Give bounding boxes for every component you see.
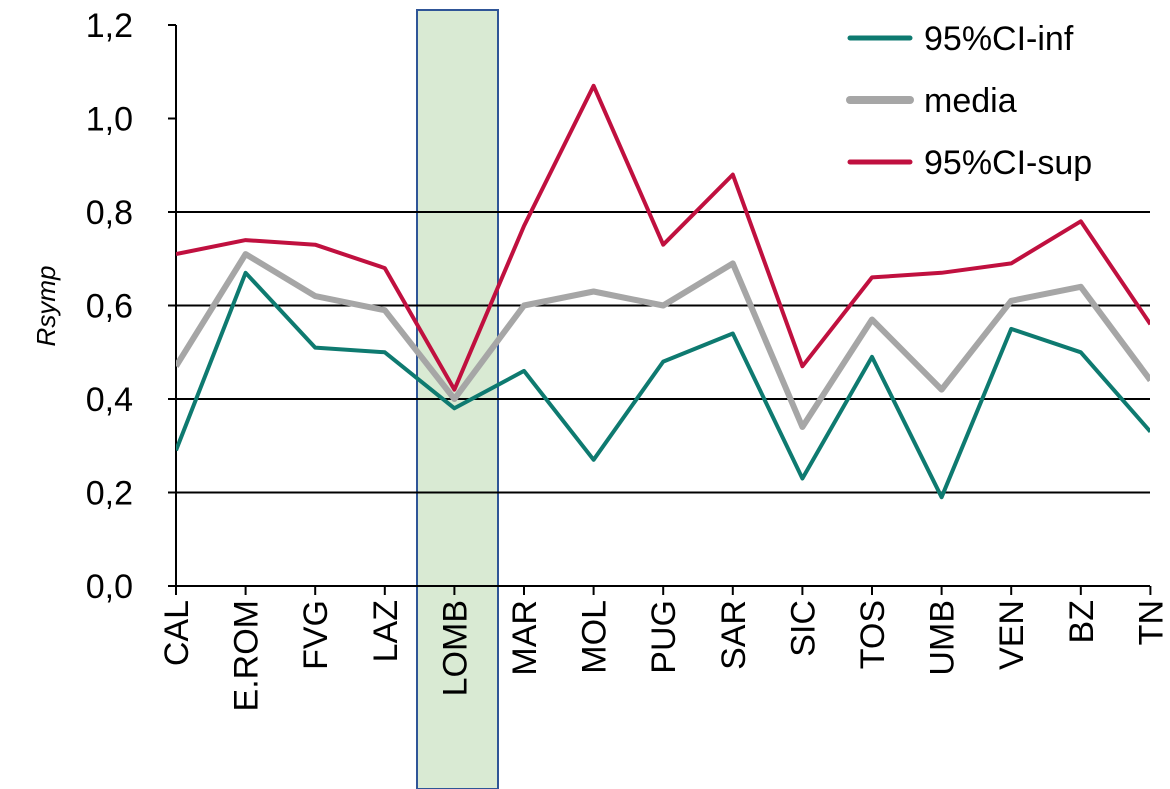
x-tick-label: LOMB [436,600,474,696]
gridlines [176,211,1150,494]
x-tick-label: SIC [784,600,822,657]
x-tick-label: BZ [1063,600,1101,643]
legend-label: media [924,82,1017,120]
y-tick-label: 0,8 [86,194,133,232]
x-tick-label: LAZ [367,600,405,662]
y-tick-label: 0,4 [86,381,133,419]
legend-label: 95%CI-sup [924,144,1092,182]
legend-label: 95%CI-inf [924,20,1074,58]
series-line-media [176,251,1150,430]
y-tick-label: 0,0 [86,568,133,606]
x-tick-label: UMB [924,600,962,676]
x-tick-labels: CAL E.ROM FVG LAZ LOMB MAR MOL PUG SAR SIC TOS UMB V… [158,586,1170,711]
x-tick-label: TN [1132,600,1170,645]
y-tick-label: 0,2 [86,475,133,513]
x-tick-label: SAR [715,600,753,670]
x-tick-label: MAR [506,600,544,676]
x-tick-label: PUG [645,600,683,674]
series-lines [176,83,1150,500]
x-tick-label: VEN [993,600,1031,670]
x-tick-label: MOL [576,600,614,674]
x-tick-label: TOS [854,600,892,669]
x-tick-label: E.ROM [228,600,266,711]
y-axis-title: Rsymp [31,266,61,347]
y-tick-label: 0,6 [86,288,133,326]
legend: 95%CI-inf media 95%CI-sup [846,20,1092,182]
series-line-95-ci-inf [176,270,1150,500]
y-tick-labels: 0,0 0,2 0,4 0,6 0,8 1,0 1,2 [86,7,176,606]
y-tick-label: 1,0 [86,101,133,139]
series-line-95-ci-sup [176,83,1150,392]
x-tick-label: FVG [297,600,335,670]
x-tick-label: CAL [158,600,196,666]
y-tick-label: 1,2 [86,7,133,45]
